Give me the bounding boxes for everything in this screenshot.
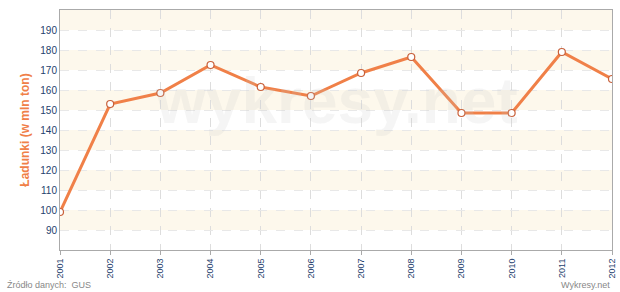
svg-text:wykresy.net: wykresy.net (155, 65, 518, 137)
svg-text:180: 180 (40, 45, 57, 56)
svg-text:Wykresy.net: Wykresy.net (561, 280, 610, 290)
svg-text:Ładunki (w mln ton): Ładunki (w mln ton) (18, 73, 32, 186)
svg-text:160: 160 (40, 85, 57, 96)
svg-text:2007: 2007 (356, 259, 366, 279)
svg-text:Źródło danych: GUS: Źródło danych: GUS (7, 280, 91, 290)
svg-text:100: 100 (40, 205, 57, 216)
svg-text:190: 190 (40, 25, 57, 36)
svg-text:130: 130 (40, 145, 57, 156)
svg-text:2003: 2003 (155, 259, 165, 279)
svg-text:140: 140 (40, 125, 57, 136)
svg-text:120: 120 (40, 165, 57, 176)
svg-text:170: 170 (40, 65, 57, 76)
svg-text:150: 150 (40, 105, 57, 116)
svg-text:2005: 2005 (256, 259, 266, 279)
svg-text:2006: 2006 (306, 259, 316, 279)
svg-text:2004: 2004 (205, 259, 215, 279)
svg-text:2012: 2012 (607, 259, 617, 279)
svg-text:2009: 2009 (456, 259, 466, 279)
svg-text:110: 110 (41, 185, 57, 196)
svg-text:90: 90 (46, 225, 58, 236)
svg-text:2008: 2008 (406, 259, 416, 279)
svg-text:2010: 2010 (507, 259, 517, 279)
svg-text:2002: 2002 (105, 259, 115, 279)
svg-text:2011: 2011 (557, 259, 567, 278)
svg-text:2001: 2001 (55, 259, 65, 279)
